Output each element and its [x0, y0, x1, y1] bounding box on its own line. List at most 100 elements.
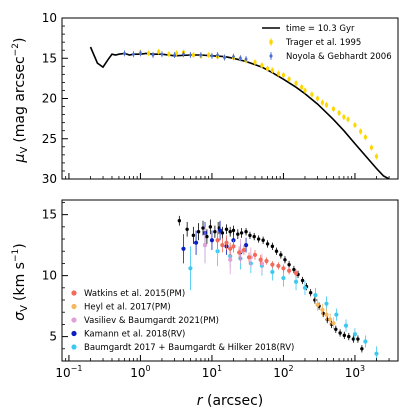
top-y-tick-label: 15 — [42, 51, 57, 65]
bottom-legend: Watkins et al. 2015(PM) Heyl et al. 2017(… — [71, 289, 294, 353]
top-legend: time = 10.3 Gyr Trager et al. 1995 Noyola … — [262, 24, 392, 62]
trager-point — [207, 52, 211, 58]
baumgardt-point — [313, 293, 318, 298]
top-y-tick-label: 10 — [42, 11, 57, 25]
x-tick-label: 103 — [345, 364, 365, 380]
trager-point — [359, 129, 363, 134]
model-point — [177, 219, 182, 223]
noyola-point — [172, 52, 177, 58]
watkins-point — [237, 250, 242, 255]
x-axis-symbol: r — [197, 393, 204, 409]
trager-point — [315, 96, 320, 101]
x-tick-label: 100 — [130, 364, 150, 380]
trager-point — [374, 154, 379, 159]
bottom-legend-label: Baumgardt 2017 + Baumgardt & Hilker 2018… — [84, 343, 294, 353]
surface-brightness-panel: 10 15 20 25 30 μV (mag arcsec−2) time = 10.3 … — [11, 11, 399, 186]
noyola-point — [231, 54, 236, 60]
bottom-y-axis-exponent: −1 — [11, 249, 21, 262]
trager-point — [146, 51, 151, 56]
top-y-tick-label: 25 — [42, 132, 57, 146]
legend-trager-swatch — [269, 39, 273, 45]
trager-point — [363, 134, 367, 140]
trager-point — [320, 100, 324, 105]
top-y-axis-subscript: V — [19, 147, 30, 154]
baumgardt-point — [352, 332, 358, 337]
x-tick-label: 10−1 — [55, 364, 82, 380]
bottom-plot-frame — [61, 199, 399, 362]
watkins-point — [231, 244, 236, 249]
kamann-point — [181, 246, 186, 251]
top-y-axis-symbol: μ — [12, 153, 28, 163]
model-point — [201, 226, 205, 230]
top-legend-label: Noyola & Gebhardt 2006 — [286, 52, 392, 62]
model-point — [356, 337, 360, 341]
bottom-y-axis-close: ) — [12, 243, 28, 248]
top-y-tick-label: 20 — [42, 92, 57, 106]
bottom-y-tick-label: 5 — [49, 330, 57, 344]
vasiliev-point — [202, 243, 208, 248]
legend-kamann-swatch — [71, 330, 77, 337]
trager-point — [310, 92, 314, 97]
trager-point — [324, 102, 329, 108]
top-legend-label: Trager et al. 1995 — [285, 38, 361, 48]
bottom-y-tick-label: 15 — [42, 208, 57, 222]
watkins-point — [224, 240, 229, 245]
noyola-point — [122, 51, 127, 56]
top-y-tick-label: 30 — [42, 172, 57, 186]
watkins-point — [220, 243, 225, 248]
bottom-legend-label: Watkins et al. 2015(PM) — [84, 289, 185, 299]
baumgardt-point — [188, 266, 193, 271]
model-point — [342, 333, 347, 338]
model-point — [228, 230, 232, 234]
top-y-axis-close: ) — [12, 38, 28, 43]
legend-noyola-swatch — [269, 53, 273, 59]
model-point — [248, 233, 252, 238]
model-point — [351, 337, 356, 341]
model-point — [252, 234, 256, 239]
baumgardt-point — [281, 275, 286, 281]
bottom-legend-label: Kamann et al. 2018(RV) — [84, 330, 185, 340]
trager-point — [337, 110, 341, 116]
model-point — [231, 228, 236, 233]
model-point — [261, 238, 265, 242]
bottom-y-axis-label: σV (km s−1) — [11, 243, 30, 320]
model-point — [256, 237, 261, 241]
model-point — [265, 242, 270, 246]
noyola-point — [188, 52, 193, 58]
trager-point — [270, 68, 274, 73]
noyola-point — [199, 52, 203, 58]
noyola-point — [216, 52, 220, 58]
model-point — [205, 234, 209, 239]
noyola-point — [181, 51, 186, 57]
kamann-point — [209, 238, 215, 243]
model-point — [279, 253, 283, 257]
kamann-point — [217, 228, 223, 233]
trager-point — [287, 76, 291, 82]
bottom-y-axis-subscript: V — [19, 305, 30, 312]
vasiliev-point — [228, 257, 233, 262]
bottom-y-axis-unit: (km s — [12, 262, 28, 301]
watkins-point — [264, 258, 269, 264]
model-point — [334, 327, 338, 331]
model-point — [185, 227, 189, 231]
trager-point — [303, 88, 307, 93]
trager-point — [253, 60, 257, 65]
watkins-point — [276, 263, 281, 268]
bottom-legend-label: Heyl et al. 2017(PM) — [84, 303, 171, 313]
x-tick-label: 102 — [273, 364, 293, 380]
watkins-point — [258, 257, 263, 262]
model-point — [208, 225, 213, 229]
heyl-point — [315, 302, 320, 307]
model-point — [300, 278, 305, 283]
velocity-dispersion-panel: 5 10 15 10−1 100 101 102 103 σV (km s−1) r (arcs… — [11, 199, 399, 409]
trager-point — [346, 117, 350, 122]
model-point — [283, 258, 287, 262]
watkins-point — [228, 246, 233, 251]
trager-point — [281, 72, 286, 78]
x-axis-unit: (arcsec) — [203, 393, 264, 409]
model-point — [347, 334, 351, 339]
heyl-point — [324, 312, 329, 317]
trager-point — [276, 71, 280, 76]
trager-point — [157, 49, 161, 55]
